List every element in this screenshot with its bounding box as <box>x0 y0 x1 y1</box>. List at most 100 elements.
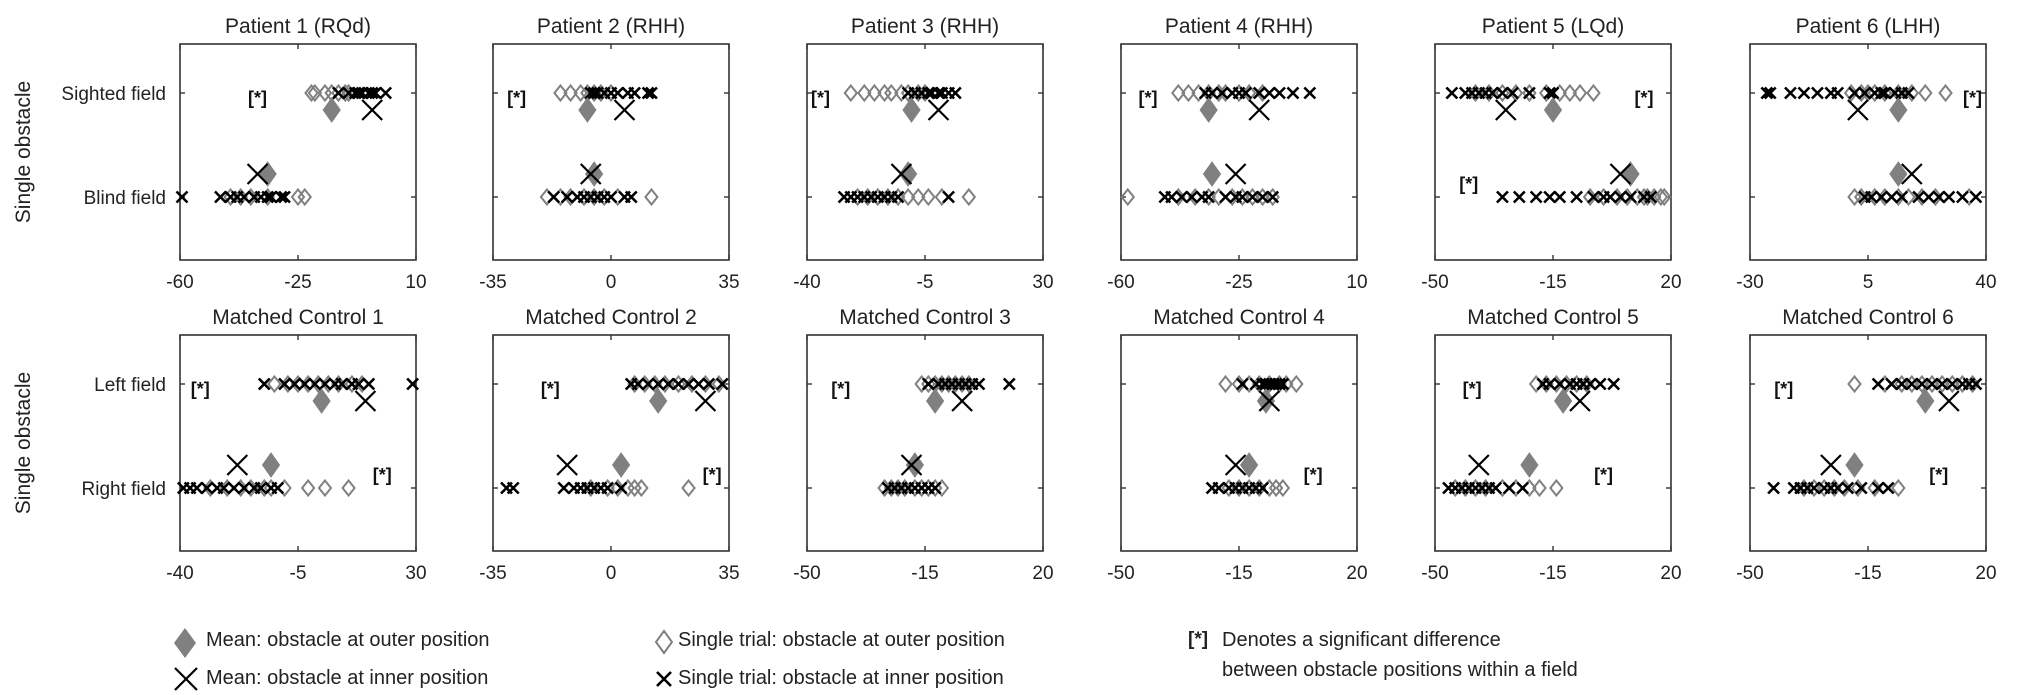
trial-inner-point <box>1885 377 1899 391</box>
trial-inner-point <box>1246 190 1259 204</box>
trial-inner-point <box>948 86 962 100</box>
x-tick-label: -15 <box>1854 563 1881 584</box>
x-tick-label: 20 <box>1660 272 1681 293</box>
trial-inner-point <box>1922 190 1936 204</box>
significance-marker: [*] <box>1463 379 1482 399</box>
trial-outer-point <box>1231 478 1247 498</box>
trial-inner-point <box>1546 86 1560 100</box>
trial-inner-point <box>1905 377 1919 391</box>
trial-inner-point <box>611 86 625 100</box>
trial-outer-point <box>1938 83 1953 103</box>
panel-title: Matched Control 5 <box>1467 306 1639 329</box>
trial-outer-point <box>1478 478 1493 498</box>
trial-inner-point <box>1445 86 1459 100</box>
trial-inner-point <box>406 377 420 391</box>
legend-significance-line2: between obstacle positions within a fiel… <box>1222 659 1578 681</box>
trial-outer-point <box>1120 187 1136 207</box>
trial-inner-point <box>298 377 312 391</box>
trial-outer-point <box>1231 374 1247 394</box>
trial-inner-point <box>1895 377 1909 391</box>
trial-inner-point <box>1553 377 1567 391</box>
trial-inner-point <box>972 377 986 391</box>
significance-marker: [*] <box>1304 465 1323 485</box>
trial-outer-point <box>1218 374 1233 394</box>
trial-inner-point <box>335 377 349 391</box>
trial-inner-point <box>1875 86 1888 100</box>
panel-title: Matched Control 6 <box>1782 306 1954 329</box>
trial-inner-point <box>261 190 275 204</box>
trial-outer-point <box>867 83 882 103</box>
mean-inner-point <box>579 163 602 185</box>
panel-title: Patient 3 (RHH) <box>851 15 999 38</box>
trial-inner-point <box>1807 481 1821 495</box>
trial-inner-point <box>1875 190 1888 204</box>
trial-inner-point <box>1784 86 1797 100</box>
trial-inner-point <box>237 481 251 495</box>
trial-inner-point <box>217 481 231 495</box>
significance-marker: [*] <box>1594 465 1613 485</box>
trial-inner-point <box>672 377 685 391</box>
trial-outer-point <box>1891 478 1906 498</box>
mean-outer-point <box>1554 388 1573 414</box>
trial-outer-point <box>233 187 248 207</box>
trial-inner-point <box>1811 86 1824 100</box>
mean-inner-point <box>1224 163 1247 185</box>
mean-outer-point <box>322 97 341 123</box>
mean-inner-point <box>1258 390 1281 412</box>
trial-inner-point <box>1553 190 1567 204</box>
mean-outer-point <box>578 97 597 123</box>
mean-inner-point <box>1224 454 1247 476</box>
mean-inner-point <box>890 163 913 185</box>
trial-outer-point <box>317 478 333 498</box>
trial-outer-point <box>1850 478 1866 498</box>
panel-7: Matched Control 1 -40 -5 30 Left field Right … <box>82 306 427 584</box>
trial-outer-point <box>1653 187 1669 207</box>
mean-inner-point <box>246 163 269 185</box>
trial-inner-point <box>715 377 729 391</box>
trial-outer-point <box>1656 187 1672 207</box>
trial-inner-point <box>682 377 695 391</box>
trial-outer-point <box>1586 83 1601 103</box>
trial-inner-point <box>1219 190 1232 204</box>
trial-inner-point <box>651 377 665 391</box>
trial-inner-point <box>1235 190 1249 204</box>
trial-outer-point <box>1171 83 1186 103</box>
trial-outer-point <box>1549 478 1564 498</box>
trial-outer-point <box>1827 478 1842 498</box>
trial-inner-point <box>1002 377 1016 391</box>
panel-title: Patient 6 (LHH) <box>1796 15 1941 38</box>
trial-inner-point <box>1885 190 1899 204</box>
trial-inner-point <box>278 190 291 204</box>
x-tick-label: -15 <box>1225 563 1252 584</box>
trial-outer-point <box>331 374 346 394</box>
trial-inner-point <box>1624 190 1637 204</box>
trial-inner-point <box>308 377 322 391</box>
trial-inner-point <box>1256 481 1270 495</box>
row-ylabel: Single obstacle <box>12 81 35 223</box>
trial-inner-point <box>641 86 655 100</box>
trial-inner-point <box>1854 481 1868 495</box>
trial-outer-point <box>1481 83 1497 103</box>
x-tick-label: 30 <box>405 563 426 584</box>
panel-title: Matched Control 3 <box>839 306 1011 329</box>
x-tick-label: -50 <box>1421 272 1448 293</box>
x-tick-label: 20 <box>1975 563 1996 584</box>
panel-5: Patient 5 (LQd) -50 -15 20 [*] [*] <box>1421 15 1681 293</box>
significance-marker: [*] <box>1963 88 1982 108</box>
trial-inner-point <box>702 377 716 391</box>
trial-inner-point <box>1543 86 1557 100</box>
mean-outer-point <box>1845 452 1864 478</box>
trial-inner-point <box>1945 377 1959 391</box>
x-tick-label: 30 <box>1032 272 1053 293</box>
trial-inner-point <box>1512 190 1526 204</box>
trial-inner-point <box>1902 86 1915 100</box>
mean-inner-point <box>226 454 249 476</box>
legend-mean-inner-icon <box>174 667 198 691</box>
trial-inner-point <box>1506 86 1519 100</box>
panel-12: Matched Control 6 -50 -15 20 [*] [*] <box>1736 306 1996 584</box>
panel-1: Patient 1 (RQd) -60 -25 10 Sighted field Blin… <box>61 15 426 293</box>
mean-outer-point <box>649 388 668 414</box>
panel-10: Matched Control 4 -50 -15 20 [*] <box>1107 306 1367 584</box>
trial-outer-point <box>1458 478 1473 498</box>
trial-inner-point <box>1881 481 1895 495</box>
